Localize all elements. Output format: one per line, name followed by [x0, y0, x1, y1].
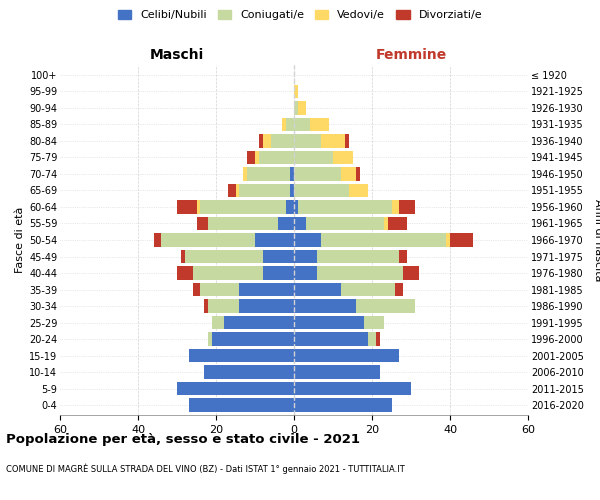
Bar: [247, 150, 255, 164]
Bar: [177, 200, 197, 214]
Bar: [286, 200, 294, 214]
Bar: [228, 184, 235, 197]
Bar: [294, 366, 380, 379]
Bar: [294, 266, 317, 280]
Bar: [294, 200, 298, 214]
Bar: [188, 398, 294, 412]
Bar: [341, 167, 356, 180]
Bar: [290, 184, 294, 197]
Y-axis label: Fasce di età: Fasce di età: [14, 207, 25, 273]
Bar: [235, 184, 239, 197]
Bar: [278, 216, 294, 230]
Text: Femmine: Femmine: [376, 48, 446, 62]
Bar: [188, 349, 294, 362]
Bar: [177, 266, 193, 280]
Legend: Celibi/Nubili, Coniugati/e, Vedovi/e, Divorziati/e: Celibi/Nubili, Coniugati/e, Vedovi/e, Di…: [113, 6, 487, 25]
Bar: [294, 134, 322, 147]
Bar: [204, 366, 294, 379]
Bar: [154, 233, 161, 247]
Bar: [239, 283, 294, 296]
Bar: [212, 332, 294, 346]
Bar: [333, 150, 353, 164]
Bar: [384, 216, 388, 230]
Bar: [239, 184, 290, 197]
Bar: [294, 150, 333, 164]
Bar: [294, 332, 368, 346]
Bar: [294, 233, 322, 247]
Bar: [298, 101, 306, 114]
Bar: [185, 250, 263, 264]
Bar: [341, 283, 395, 296]
Bar: [368, 332, 376, 346]
Bar: [400, 250, 407, 264]
Y-axis label: Anni di nascita: Anni di nascita: [593, 198, 600, 281]
Bar: [247, 167, 290, 180]
Bar: [161, 233, 255, 247]
Bar: [317, 266, 403, 280]
Bar: [263, 266, 294, 280]
Bar: [271, 134, 294, 147]
Text: Maschi: Maschi: [150, 48, 204, 62]
Bar: [263, 134, 271, 147]
Bar: [356, 300, 415, 313]
Bar: [200, 283, 239, 296]
Bar: [208, 332, 212, 346]
Bar: [322, 233, 446, 247]
Bar: [450, 233, 473, 247]
Bar: [306, 216, 384, 230]
Bar: [356, 167, 360, 180]
Bar: [349, 184, 368, 197]
Bar: [364, 316, 384, 330]
Bar: [294, 382, 411, 396]
Bar: [294, 316, 364, 330]
Bar: [290, 167, 294, 180]
Bar: [322, 134, 344, 147]
Bar: [224, 316, 294, 330]
Bar: [193, 283, 200, 296]
Text: Popolazione per età, sesso e stato civile - 2021: Popolazione per età, sesso e stato civil…: [6, 432, 360, 446]
Bar: [392, 200, 400, 214]
Bar: [388, 216, 407, 230]
Bar: [294, 300, 356, 313]
Bar: [244, 167, 247, 180]
Bar: [239, 300, 294, 313]
Bar: [294, 184, 349, 197]
Bar: [286, 118, 294, 131]
Bar: [181, 250, 185, 264]
Bar: [208, 300, 239, 313]
Bar: [255, 233, 294, 247]
Bar: [294, 283, 341, 296]
Bar: [395, 283, 403, 296]
Bar: [197, 200, 200, 214]
Bar: [317, 250, 400, 264]
Bar: [200, 200, 286, 214]
Bar: [197, 216, 208, 230]
Bar: [344, 134, 349, 147]
Bar: [294, 101, 298, 114]
Bar: [177, 382, 294, 396]
Bar: [294, 118, 310, 131]
Text: COMUNE DI MAGRÈ SULLA STRADA DEL VINO (BZ) - Dati ISTAT 1° gennaio 2021 - TUTTIT: COMUNE DI MAGRÈ SULLA STRADA DEL VINO (B…: [6, 464, 405, 474]
Bar: [400, 200, 415, 214]
Bar: [263, 250, 294, 264]
Bar: [193, 266, 263, 280]
Bar: [204, 300, 208, 313]
Bar: [294, 398, 392, 412]
Bar: [294, 167, 341, 180]
Bar: [208, 216, 278, 230]
Bar: [259, 150, 294, 164]
Bar: [283, 118, 286, 131]
Bar: [212, 316, 224, 330]
Bar: [403, 266, 419, 280]
Bar: [298, 200, 392, 214]
Bar: [294, 349, 400, 362]
Bar: [294, 250, 317, 264]
Bar: [294, 216, 306, 230]
Bar: [376, 332, 380, 346]
Bar: [446, 233, 450, 247]
Bar: [310, 118, 329, 131]
Bar: [255, 150, 259, 164]
Bar: [259, 134, 263, 147]
Bar: [294, 84, 298, 98]
